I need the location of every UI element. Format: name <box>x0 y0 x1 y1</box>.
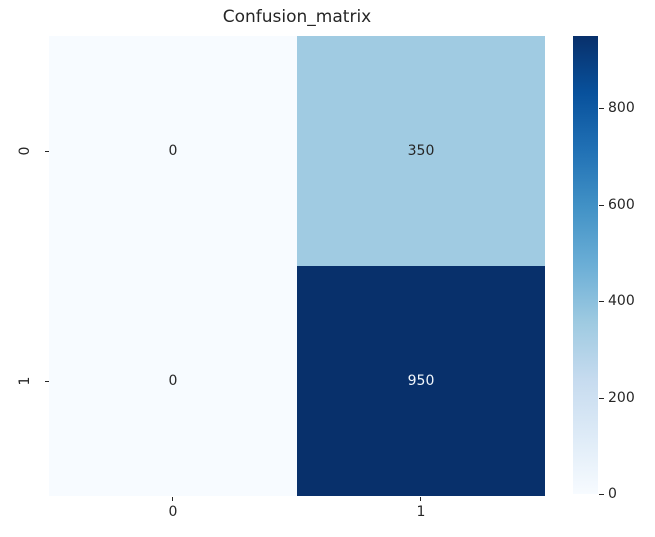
heatmap-cell-r1c0: 0 <box>49 266 297 496</box>
colorbar-tick <box>599 108 604 109</box>
colorbar-tick-label: 600 <box>608 197 635 213</box>
x-axis-tick <box>172 497 173 501</box>
colorbar-tick-label: 0 <box>608 486 617 502</box>
cell-annotation: 350 <box>407 143 435 159</box>
heatmap-cell-r1c1: 950 <box>297 266 545 496</box>
cell-annotation: 0 <box>168 143 178 159</box>
heatmap-cell-r0c0: 0 <box>49 36 297 266</box>
y-tick-label: 0 <box>17 146 33 156</box>
y-axis-tick <box>45 151 49 152</box>
cell-annotation: 0 <box>168 373 178 389</box>
x-tick-label: 0 <box>168 504 178 520</box>
colorbar-tick-label: 800 <box>608 100 635 116</box>
x-tick-label: 1 <box>416 504 426 520</box>
y-axis-tick <box>45 381 49 382</box>
colorbar-tick-label: 200 <box>608 390 635 406</box>
chart-title: Confusion_matrix <box>222 7 372 27</box>
colorbar-gradient <box>573 36 598 494</box>
x-axis-tick <box>420 497 421 501</box>
heatmap-cell-r0c1: 350 <box>297 36 545 266</box>
colorbar-tick-label: 400 <box>608 293 635 309</box>
colorbar-tick <box>599 205 604 206</box>
colorbar-tick <box>599 494 604 495</box>
cell-annotation: 950 <box>407 373 435 389</box>
colorbar-tick <box>599 398 604 399</box>
y-tick-label: 1 <box>17 376 33 386</box>
colorbar-tick <box>599 301 604 302</box>
